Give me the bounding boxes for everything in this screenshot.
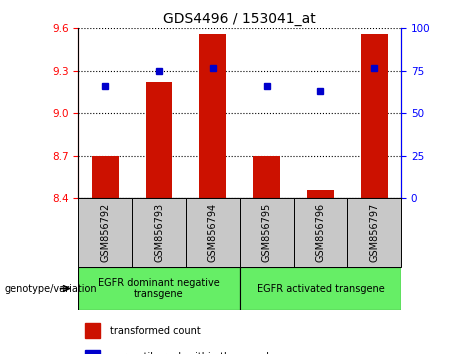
FancyBboxPatch shape xyxy=(78,198,132,267)
FancyBboxPatch shape xyxy=(240,267,401,310)
Bar xyxy=(92,156,118,198)
Text: GSM856793: GSM856793 xyxy=(154,203,164,262)
FancyBboxPatch shape xyxy=(132,198,186,267)
Bar xyxy=(85,323,100,338)
Bar xyxy=(199,34,226,198)
Text: GSM856797: GSM856797 xyxy=(369,203,379,262)
Bar xyxy=(85,350,100,354)
Text: GSM856792: GSM856792 xyxy=(100,203,110,262)
Bar xyxy=(361,34,388,198)
FancyBboxPatch shape xyxy=(347,198,401,267)
FancyBboxPatch shape xyxy=(78,267,240,310)
Bar xyxy=(146,82,172,198)
Text: genotype/variation: genotype/variation xyxy=(5,284,97,293)
Text: GSM856794: GSM856794 xyxy=(208,203,218,262)
FancyBboxPatch shape xyxy=(186,198,240,267)
Title: GDS4496 / 153041_at: GDS4496 / 153041_at xyxy=(163,12,316,26)
Text: transformed count: transformed count xyxy=(110,326,201,336)
Text: percentile rank within the sample: percentile rank within the sample xyxy=(110,352,275,354)
FancyBboxPatch shape xyxy=(240,198,294,267)
Text: EGFR activated transgene: EGFR activated transgene xyxy=(256,284,384,293)
Bar xyxy=(253,156,280,198)
FancyBboxPatch shape xyxy=(294,198,347,267)
Text: EGFR dominant negative
transgene: EGFR dominant negative transgene xyxy=(98,278,220,299)
Bar xyxy=(307,190,334,198)
Text: GSM856796: GSM856796 xyxy=(315,203,325,262)
Text: GSM856795: GSM856795 xyxy=(261,203,272,262)
